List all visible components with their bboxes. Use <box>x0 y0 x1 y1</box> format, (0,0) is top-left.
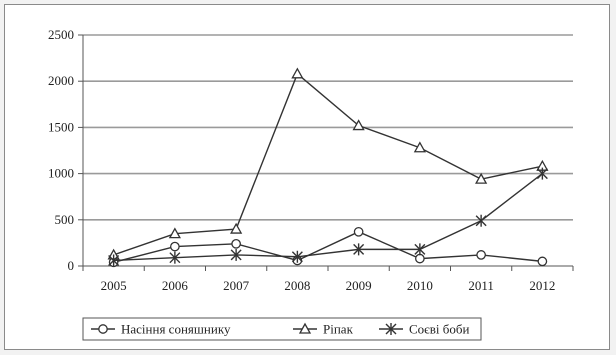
y-tick-label: 2500 <box>48 27 74 42</box>
data-point <box>536 167 548 180</box>
data-point <box>537 256 548 267</box>
data-point <box>291 250 303 263</box>
data-point <box>413 141 426 153</box>
data-point <box>168 227 181 239</box>
axes <box>78 34 574 271</box>
x-tick-label: 2011 <box>468 278 494 293</box>
legend-item: Ріпак <box>293 322 354 337</box>
x-tick-label: 2006 <box>162 278 189 293</box>
legend-label: Соєві боби <box>409 322 469 337</box>
x-tick-label: 2005 <box>101 278 127 293</box>
series-line <box>113 72 543 256</box>
x-tick-label: 2009 <box>346 278 372 293</box>
data-point <box>169 251 181 264</box>
grid-lines <box>83 34 573 221</box>
y-tick-labels: 0 500 1000 1500 2000 2500 <box>48 27 74 273</box>
x-tick-label: 2012 <box>529 278 555 293</box>
series-1 <box>108 226 548 268</box>
data-point <box>353 226 364 237</box>
x-tick-labels: 2005 2006 2007 2008 2009 2010 2011 2012 <box>101 278 556 293</box>
data-point <box>353 243 365 256</box>
y-tick-label: 1000 <box>48 166 74 181</box>
data-point <box>291 67 304 79</box>
data-point <box>230 222 243 234</box>
data-point <box>230 248 242 261</box>
legend-label: Ріпак <box>323 322 354 337</box>
data-point <box>170 241 180 252</box>
legend-box <box>82 317 482 341</box>
y-tick-label: 500 <box>55 212 75 227</box>
series-3 <box>108 167 548 267</box>
y-tick-label: 1500 <box>48 119 74 134</box>
x-tick-label: 2008 <box>284 278 310 293</box>
series-line <box>113 231 543 263</box>
data-point <box>352 119 365 131</box>
series-lines <box>107 67 549 268</box>
data-point <box>231 238 241 249</box>
legend-item: Насіння соняшнику <box>91 322 231 337</box>
x-tick-label: 2010 <box>407 278 433 293</box>
legend-marker <box>98 324 108 334</box>
legend: Насіння соняшнику Ріпак Соєві боби <box>82 317 482 341</box>
data-point <box>475 214 487 227</box>
data-point <box>476 250 486 260</box>
legend-item: Соєві боби <box>379 322 469 337</box>
data-point <box>414 243 426 256</box>
data-point <box>415 253 425 264</box>
x-tick-label: 2007 <box>223 278 250 293</box>
series-2 <box>107 67 549 260</box>
series-line <box>113 173 543 262</box>
legend-label: Насіння соняшнику <box>121 322 231 337</box>
data-point <box>475 172 488 184</box>
y-tick-label: 2000 <box>48 73 74 88</box>
legend-marker <box>298 322 312 334</box>
chart-frame: 0 500 1000 1500 2000 2500 2005 2006 2007 2008 200… <box>4 4 610 350</box>
legend-marker <box>385 323 397 335</box>
data-point <box>108 254 120 267</box>
y-tick-label: 0 <box>68 258 75 273</box>
